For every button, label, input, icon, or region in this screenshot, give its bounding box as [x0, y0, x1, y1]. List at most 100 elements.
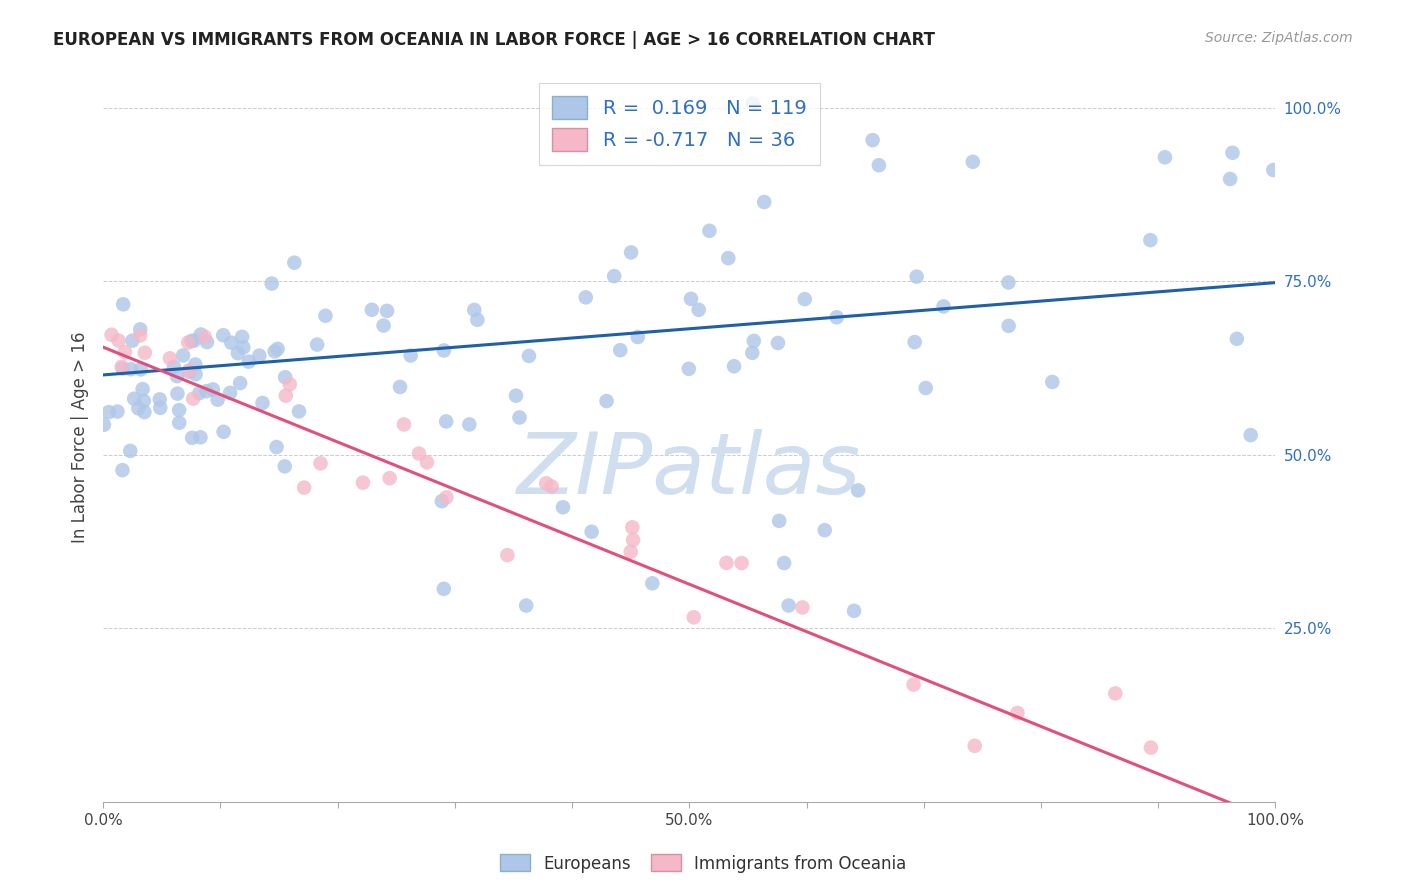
Point — [166, 386, 188, 401]
Point — [595, 394, 617, 409]
Point — [134, 345, 156, 359]
Point — [190, 430, 212, 444]
Legend: R =  0.169   N = 119, R = -0.717   N = 36: R = 0.169 N = 119, R = -0.717 N = 36 — [538, 83, 820, 164]
Point — [252, 396, 274, 410]
Point — [814, 523, 837, 537]
Point — [266, 342, 288, 356]
Point — [375, 303, 398, 318]
Point — [515, 599, 537, 613]
Point — [408, 446, 430, 460]
Point — [621, 520, 644, 534]
Point — [1154, 150, 1177, 164]
Point — [508, 410, 530, 425]
Point — [679, 292, 702, 306]
Y-axis label: In Labor Force | Age > 16: In Labor Force | Age > 16 — [72, 332, 89, 543]
Point — [207, 392, 229, 407]
Point — [621, 533, 644, 547]
Point — [226, 346, 249, 360]
Point — [903, 677, 925, 691]
Point — [288, 404, 311, 418]
Point — [309, 456, 332, 470]
Point — [551, 500, 574, 515]
Point — [107, 404, 129, 418]
Point — [232, 341, 254, 355]
Point — [100, 327, 122, 342]
Point — [373, 318, 395, 333]
Point — [768, 514, 790, 528]
Point — [314, 309, 336, 323]
Point — [389, 380, 412, 394]
Point — [238, 354, 260, 368]
Point — [247, 349, 270, 363]
Point — [177, 365, 200, 379]
Point — [540, 479, 562, 493]
Point — [360, 302, 382, 317]
Point — [717, 251, 740, 265]
Point — [184, 368, 207, 382]
Point — [111, 359, 134, 374]
Point — [195, 384, 218, 399]
Point — [159, 351, 181, 366]
Point — [1139, 233, 1161, 247]
Point — [181, 392, 204, 406]
Point — [430, 494, 453, 508]
Point — [846, 483, 869, 498]
Point — [716, 556, 738, 570]
Point — [93, 417, 115, 432]
Point — [278, 377, 301, 392]
Point — [741, 96, 763, 111]
Point — [766, 335, 789, 350]
Text: Source: ZipAtlas.com: Source: ZipAtlas.com — [1205, 31, 1353, 45]
Point — [172, 348, 194, 362]
Point — [201, 383, 224, 397]
Point — [458, 417, 481, 432]
Point — [682, 610, 704, 624]
Point — [190, 327, 212, 342]
Point — [997, 276, 1019, 290]
Point — [1140, 740, 1163, 755]
Point — [603, 269, 626, 284]
Point — [177, 335, 200, 350]
Point — [188, 386, 211, 401]
Point — [641, 576, 664, 591]
Point — [184, 358, 207, 372]
Point — [620, 245, 643, 260]
Point — [180, 334, 202, 348]
Point — [292, 481, 315, 495]
Point — [434, 414, 457, 428]
Point — [842, 604, 865, 618]
Point — [229, 376, 252, 390]
Point — [121, 334, 143, 348]
Point — [1222, 145, 1244, 160]
Point — [212, 328, 235, 343]
Point — [181, 431, 204, 445]
Point — [129, 322, 152, 336]
Point — [283, 255, 305, 269]
Point — [778, 599, 800, 613]
Point — [167, 416, 190, 430]
Point — [1040, 375, 1063, 389]
Point — [1007, 706, 1029, 720]
Point — [963, 739, 986, 753]
Point — [107, 334, 129, 348]
Point — [868, 158, 890, 172]
Point — [1219, 172, 1241, 186]
Legend: Europeans, Immigrants from Oceania: Europeans, Immigrants from Oceania — [494, 847, 912, 880]
Point — [274, 389, 297, 403]
Point — [129, 328, 152, 343]
Point — [167, 403, 190, 417]
Point — [120, 362, 142, 376]
Point — [127, 401, 149, 416]
Point — [496, 548, 519, 562]
Point — [825, 310, 848, 325]
Point — [465, 313, 488, 327]
Point — [177, 363, 200, 377]
Point — [997, 318, 1019, 333]
Point — [793, 292, 815, 306]
Point — [212, 425, 235, 439]
Point — [620, 545, 643, 559]
Point — [773, 556, 796, 570]
Point — [183, 334, 205, 348]
Point — [1240, 428, 1263, 442]
Point — [274, 459, 297, 474]
